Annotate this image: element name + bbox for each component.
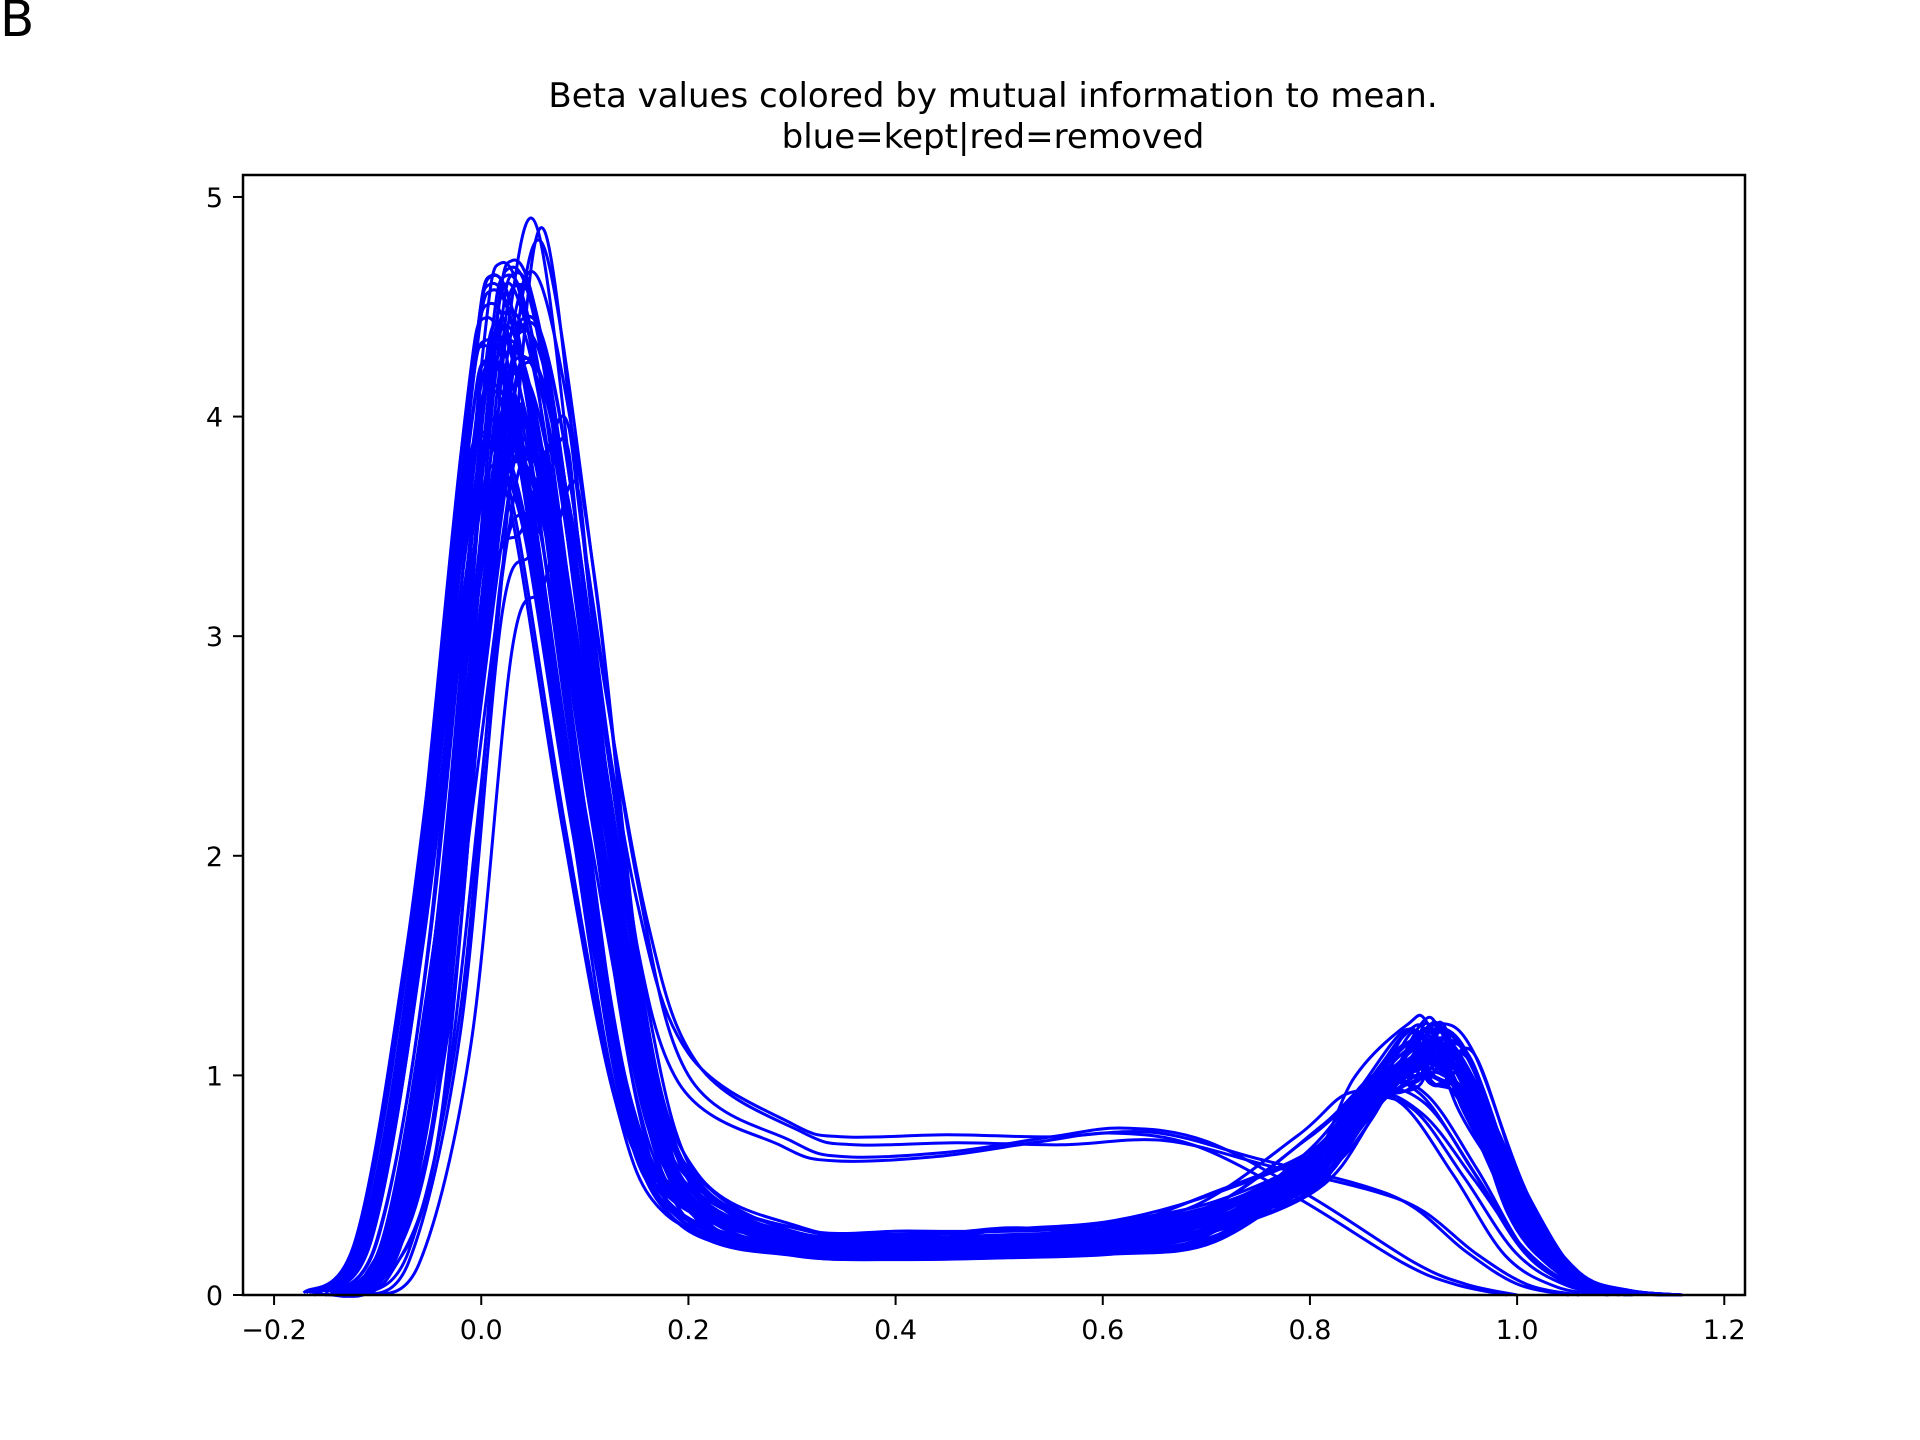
x-tick-label: 0.0: [460, 1315, 503, 1346]
chart-title: Beta values colored by mutual informatio…: [548, 76, 1437, 116]
y-tick-label: 4: [206, 403, 223, 434]
y-tick-label: 3: [206, 622, 223, 653]
x-tick-label: 1.2: [1703, 1315, 1746, 1346]
density-lines: [302, 216, 1683, 1298]
chart-subtitle: blue=kept|red=removed: [782, 117, 1205, 157]
x-tick-label: 0.8: [1288, 1315, 1331, 1346]
density-series-line: [366, 479, 1580, 1297]
x-tick-label: 0.6: [1081, 1315, 1124, 1346]
x-tick-label: −0.2: [241, 1315, 307, 1346]
density-series-line: [307, 316, 1666, 1297]
y-tick-label: 2: [206, 842, 223, 873]
density-series-line: [302, 434, 1664, 1297]
density-series-line: [340, 421, 1679, 1297]
y-axis: 0 1 2 3 4 5: [206, 183, 243, 1312]
density-series-line: [331, 216, 1627, 1298]
density-series-line: [355, 414, 1518, 1297]
x-tick-label: 1.0: [1496, 1315, 1539, 1346]
density-series-line: [356, 436, 1570, 1297]
y-tick-label: 0: [206, 1281, 223, 1312]
y-tick-label: 5: [206, 183, 223, 214]
density-series-line: [345, 441, 1508, 1297]
panel-label: B: [0, 0, 35, 48]
density-series-line: [334, 270, 1631, 1297]
density-series-line: [305, 430, 1665, 1297]
x-axis: −0.2 0.0 0.2 0.4 0.6 0.8 1.0 1.2: [241, 1295, 1746, 1346]
y-tick-label: 1: [206, 1061, 223, 1092]
density-series-line: [313, 319, 1609, 1297]
x-tick-label: 0.4: [874, 1315, 917, 1346]
plot-area-frame: [241, 173, 1747, 1297]
x-tick-label: 0.2: [667, 1315, 710, 1346]
